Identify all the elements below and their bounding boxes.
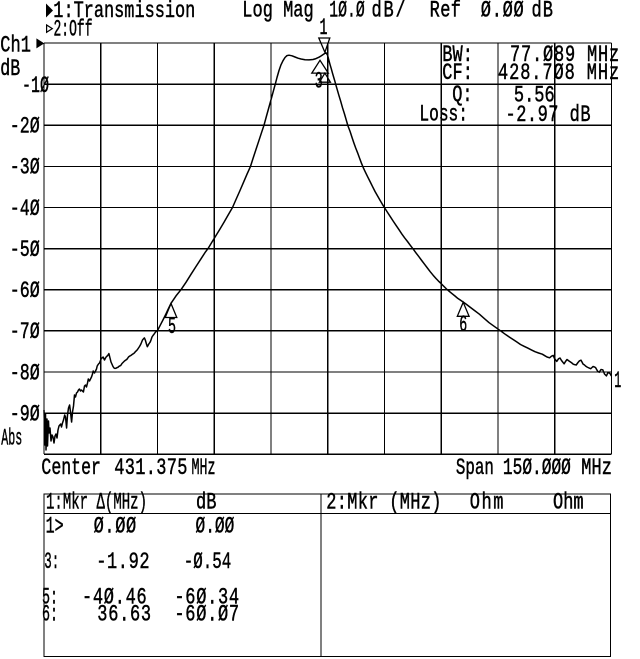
svg-text:dB: dB — [0, 57, 20, 83]
svg-text:-Ø.54: -Ø.54 — [184, 550, 232, 576]
svg-text:Ref: Ref — [430, 0, 462, 24]
svg-text:Ø.ØØ: Ø.ØØ — [196, 514, 235, 540]
svg-text:Q:: Q: — [452, 83, 472, 109]
svg-text:-1.92: -1.92 — [96, 550, 150, 576]
svg-text:-9Ø: -9Ø — [10, 402, 40, 428]
svg-text:2:Off: 2:Off — [54, 17, 93, 43]
svg-text:-6Ø.Ø7: -6Ø.Ø7 — [174, 602, 239, 628]
svg-text:-6Ø.34: -6Ø.34 — [174, 585, 239, 611]
svg-text:36.63: 36.63 — [97, 602, 151, 628]
svg-text:dB: dB — [196, 490, 216, 516]
svg-text:1>: 1> — [46, 514, 64, 540]
svg-text:1:Mkr Δ(MHz): 1:Mkr Δ(MHz) — [46, 490, 147, 516]
svg-text:-3Ø: -3Ø — [10, 156, 40, 182]
svg-text:5: 5 — [168, 315, 176, 341]
svg-text:428.7Ø8 MHz: 428.7Ø8 MHz — [498, 61, 620, 87]
svg-text:MHz: MHz — [192, 456, 216, 482]
svg-text:1: 1 — [614, 369, 621, 395]
svg-text:-8Ø: -8Ø — [10, 361, 40, 387]
svg-text:6:: 6: — [42, 602, 58, 628]
svg-text:-5Ø: -5Ø — [10, 238, 40, 264]
svg-text:-2.97 dB: -2.97 dB — [506, 103, 592, 129]
svg-text:15Ø.ØØØ: 15Ø.ØØØ — [503, 456, 571, 482]
svg-text:Log Mag: Log Mag — [242, 0, 313, 24]
svg-text:dB: dB — [532, 0, 554, 24]
svg-text:-4Ø.46: -4Ø.46 — [82, 585, 147, 611]
svg-text:Center: Center — [41, 456, 100, 482]
svg-text:CF:: CF: — [442, 61, 473, 87]
svg-text:1:Transmission: 1:Transmission — [53, 0, 195, 25]
svg-text:Ø.ØØ: Ø.ØØ — [481, 0, 525, 24]
svg-text:Loss:: Loss: — [419, 102, 468, 128]
svg-text:431.375: 431.375 — [114, 456, 187, 482]
svg-text:dB/: dB/ — [372, 0, 408, 24]
svg-text:2:Mkr (MHz): 2:Mkr (MHz) — [326, 490, 441, 516]
svg-text:-7Ø: -7Ø — [10, 320, 40, 346]
svg-text:Ohm: Ohm — [470, 490, 505, 516]
svg-text:77.Ø89 MHz: 77.Ø89 MHz — [510, 43, 620, 69]
svg-text:1Ø.Ø: 1Ø.Ø — [329, 0, 365, 24]
svg-text:Abs: Abs — [1, 426, 22, 452]
svg-text:MHz: MHz — [581, 456, 612, 482]
svg-text:5:: 5: — [42, 585, 58, 611]
svg-text:3:: 3: — [44, 550, 59, 576]
svg-text:1: 1 — [320, 16, 328, 42]
svg-text:BW:: BW: — [442, 43, 473, 69]
svg-text:Span: Span — [456, 456, 494, 482]
svg-text:-4Ø: -4Ø — [10, 197, 40, 223]
svg-text:Ø.ØØ: Ø.ØØ — [94, 514, 137, 540]
svg-text:-2Ø: -2Ø — [10, 114, 40, 140]
svg-text:-6Ø: -6Ø — [10, 279, 40, 305]
svg-text:5.56: 5.56 — [514, 83, 555, 109]
svg-text:Ch1: Ch1 — [0, 33, 31, 59]
svg-text:6: 6 — [459, 313, 467, 339]
svg-text:-1Ø: -1Ø — [22, 74, 49, 100]
svg-text:Ohm: Ohm — [553, 490, 584, 516]
svg-text:3: 3 — [315, 69, 323, 95]
